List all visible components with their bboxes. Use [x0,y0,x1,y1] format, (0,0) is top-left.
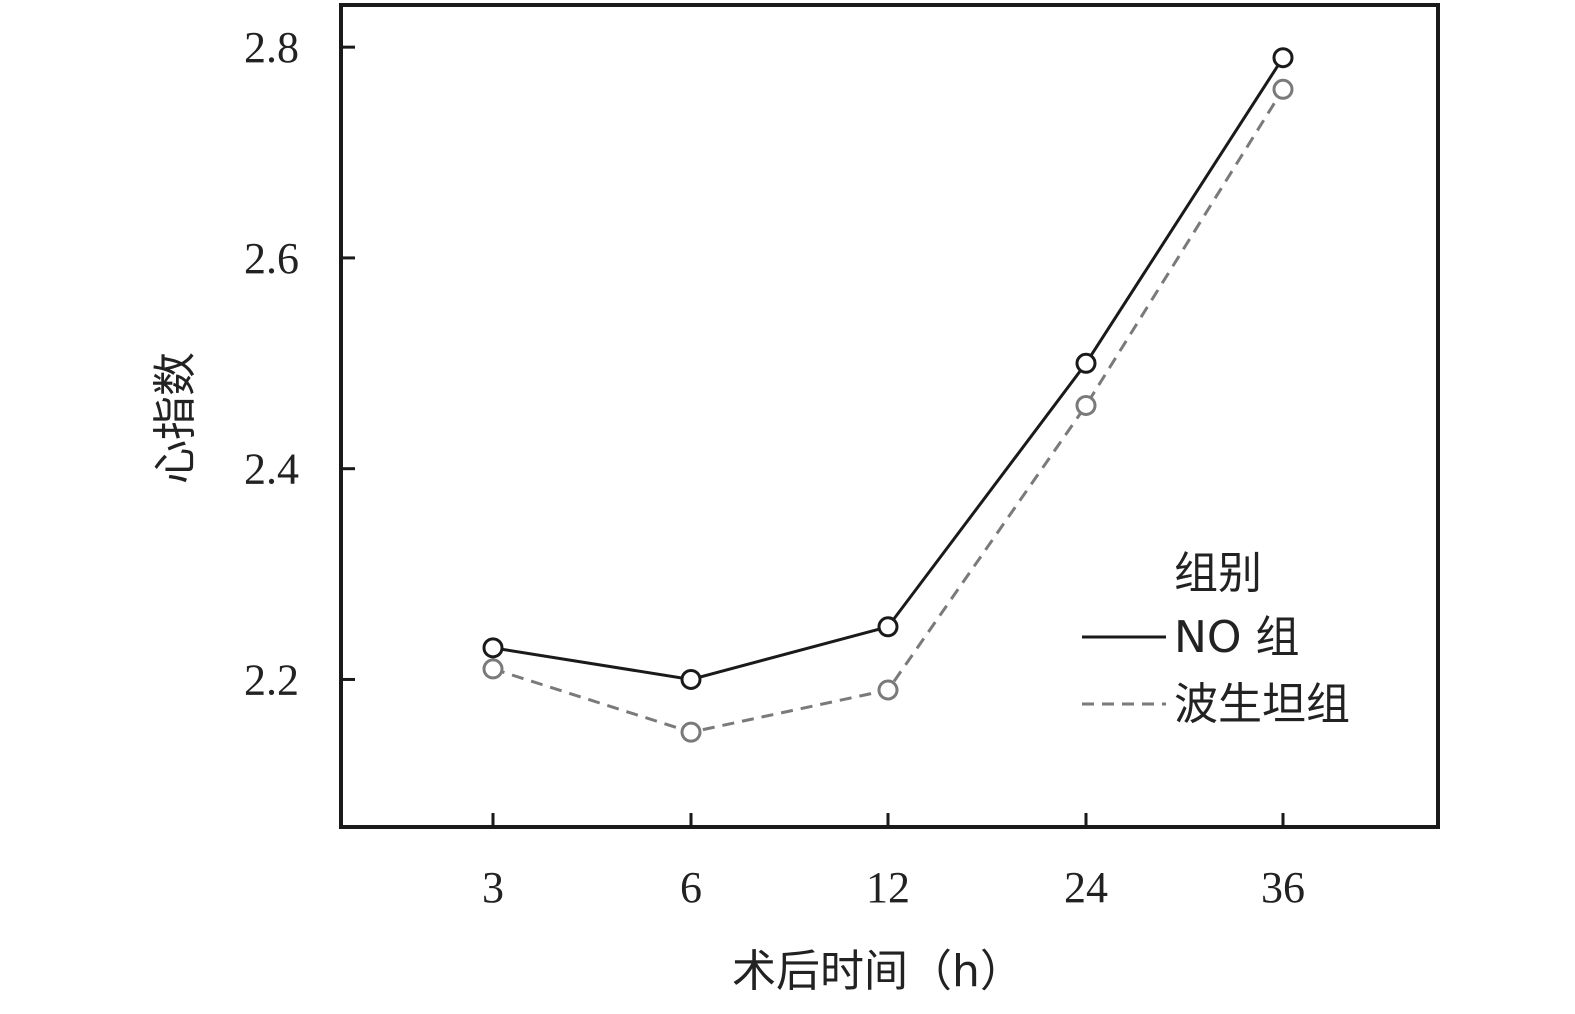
legend-label-no: NO 组 [1174,612,1300,663]
y-axis: 2.2 2.4 2.6 2.8 [244,23,355,704]
x-axis-title: 术后时间（h） [732,946,1024,997]
series-point-0 [680,668,702,690]
series-point-1 [482,658,504,680]
y-axis-title: 心指数 [150,352,201,484]
series-point-1 [680,721,702,743]
x-tick-label: 6 [680,863,702,912]
y-tick-label: 2.2 [244,655,299,704]
series-point-0 [1272,47,1294,69]
series-point-1 [1272,78,1294,100]
y-tick-label: 2.4 [244,445,299,494]
x-tick-label: 24 [1064,863,1108,912]
x-axis: 3 6 12 24 36 [482,813,1305,912]
legend: 组别 NO 组 波生坦组 [1082,548,1350,730]
x-tick-label: 36 [1261,863,1305,912]
series-line-0 [492,56,1285,681]
legend-label-bosentan: 波生坦组 [1174,679,1350,730]
series-point-1 [1075,394,1097,416]
series-point-0 [877,616,899,638]
x-tick-label: 12 [866,863,910,912]
y-tick-label: 2.6 [244,234,299,283]
y-tick-label: 2.8 [244,23,299,72]
series-point-0 [482,637,504,659]
series-layer [482,47,1294,743]
series-point-1 [877,679,899,701]
x-tick-label: 3 [482,863,504,912]
series-point-0 [1075,352,1097,374]
legend-title: 组别 [1174,548,1262,599]
